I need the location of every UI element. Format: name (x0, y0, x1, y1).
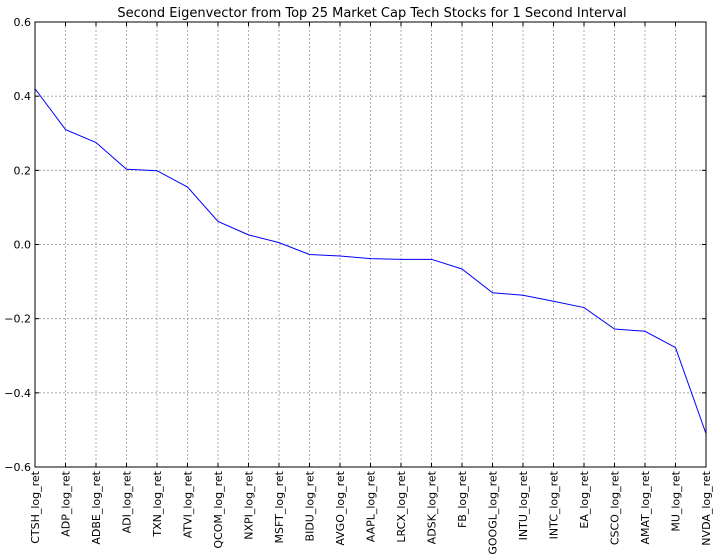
y-axis: −0.6 −0.4 −0.2 0.0 0.2 0.4 0.6 (4, 16, 706, 474)
x-tick-label: AMAT_log_ret (639, 470, 652, 544)
x-tick-label: AAPL_log_ret (365, 470, 378, 542)
x-tick-label: INTU_log_ret (517, 470, 530, 540)
x-tick-label: CTSH_log_ret (29, 470, 42, 543)
x-tick-label: AVGO_log_ret (334, 470, 347, 545)
x-axis: CTSH_log_ret ADP_log_ret ADBE_log_ret ADI_l… (29, 22, 713, 555)
x-tick-label: ADSK_log_ret (426, 470, 439, 544)
grid (34, 21, 707, 468)
chart-title: Second Eigenvector from Top 25 Market Ca… (117, 6, 626, 21)
x-tick-label: LRCX_log_ret (395, 470, 408, 542)
series-line-layer (34, 88, 707, 434)
x-tick-label: ADBE_log_ret (90, 470, 103, 544)
x-tick-label: CSCO_log_ret (609, 470, 622, 545)
x-tick-label: QCOM_log_ret (212, 470, 225, 548)
y-tick-label: −0.2 (4, 313, 31, 326)
y-tick-label: 0.4 (14, 90, 32, 103)
y-tick-label: −0.6 (4, 461, 31, 474)
x-tick-label: EA_log_ret (578, 470, 591, 528)
series-line (34, 88, 707, 434)
x-tick-label: BIDU_log_ret (304, 470, 317, 541)
y-tick-label: 0.2 (14, 164, 32, 177)
y-tick-label: 0.0 (14, 239, 32, 252)
x-tick-label: NXPI_log_ret (243, 470, 256, 539)
x-tick-label: FB_log_ret (456, 470, 469, 528)
x-tick-label: ATVI_log_ret (182, 470, 195, 538)
x-tick-label: MU_log_ret (670, 470, 683, 531)
y-tick-label: −0.4 (4, 387, 31, 400)
x-tick-label: GOOGL_log_ret (487, 470, 500, 554)
x-tick-label: NVDA_log_ret (700, 470, 713, 545)
x-tick-label: ADI_log_ret (121, 470, 134, 533)
x-tick-label: ADP_log_ret (60, 470, 73, 536)
x-tick-label: INTC_log_ret (548, 470, 561, 539)
y-tick-label: 0.6 (14, 16, 32, 29)
x-tick-label: MSFT_log_ret (273, 470, 286, 543)
x-tick-label: TXN_log_ret (151, 470, 164, 537)
